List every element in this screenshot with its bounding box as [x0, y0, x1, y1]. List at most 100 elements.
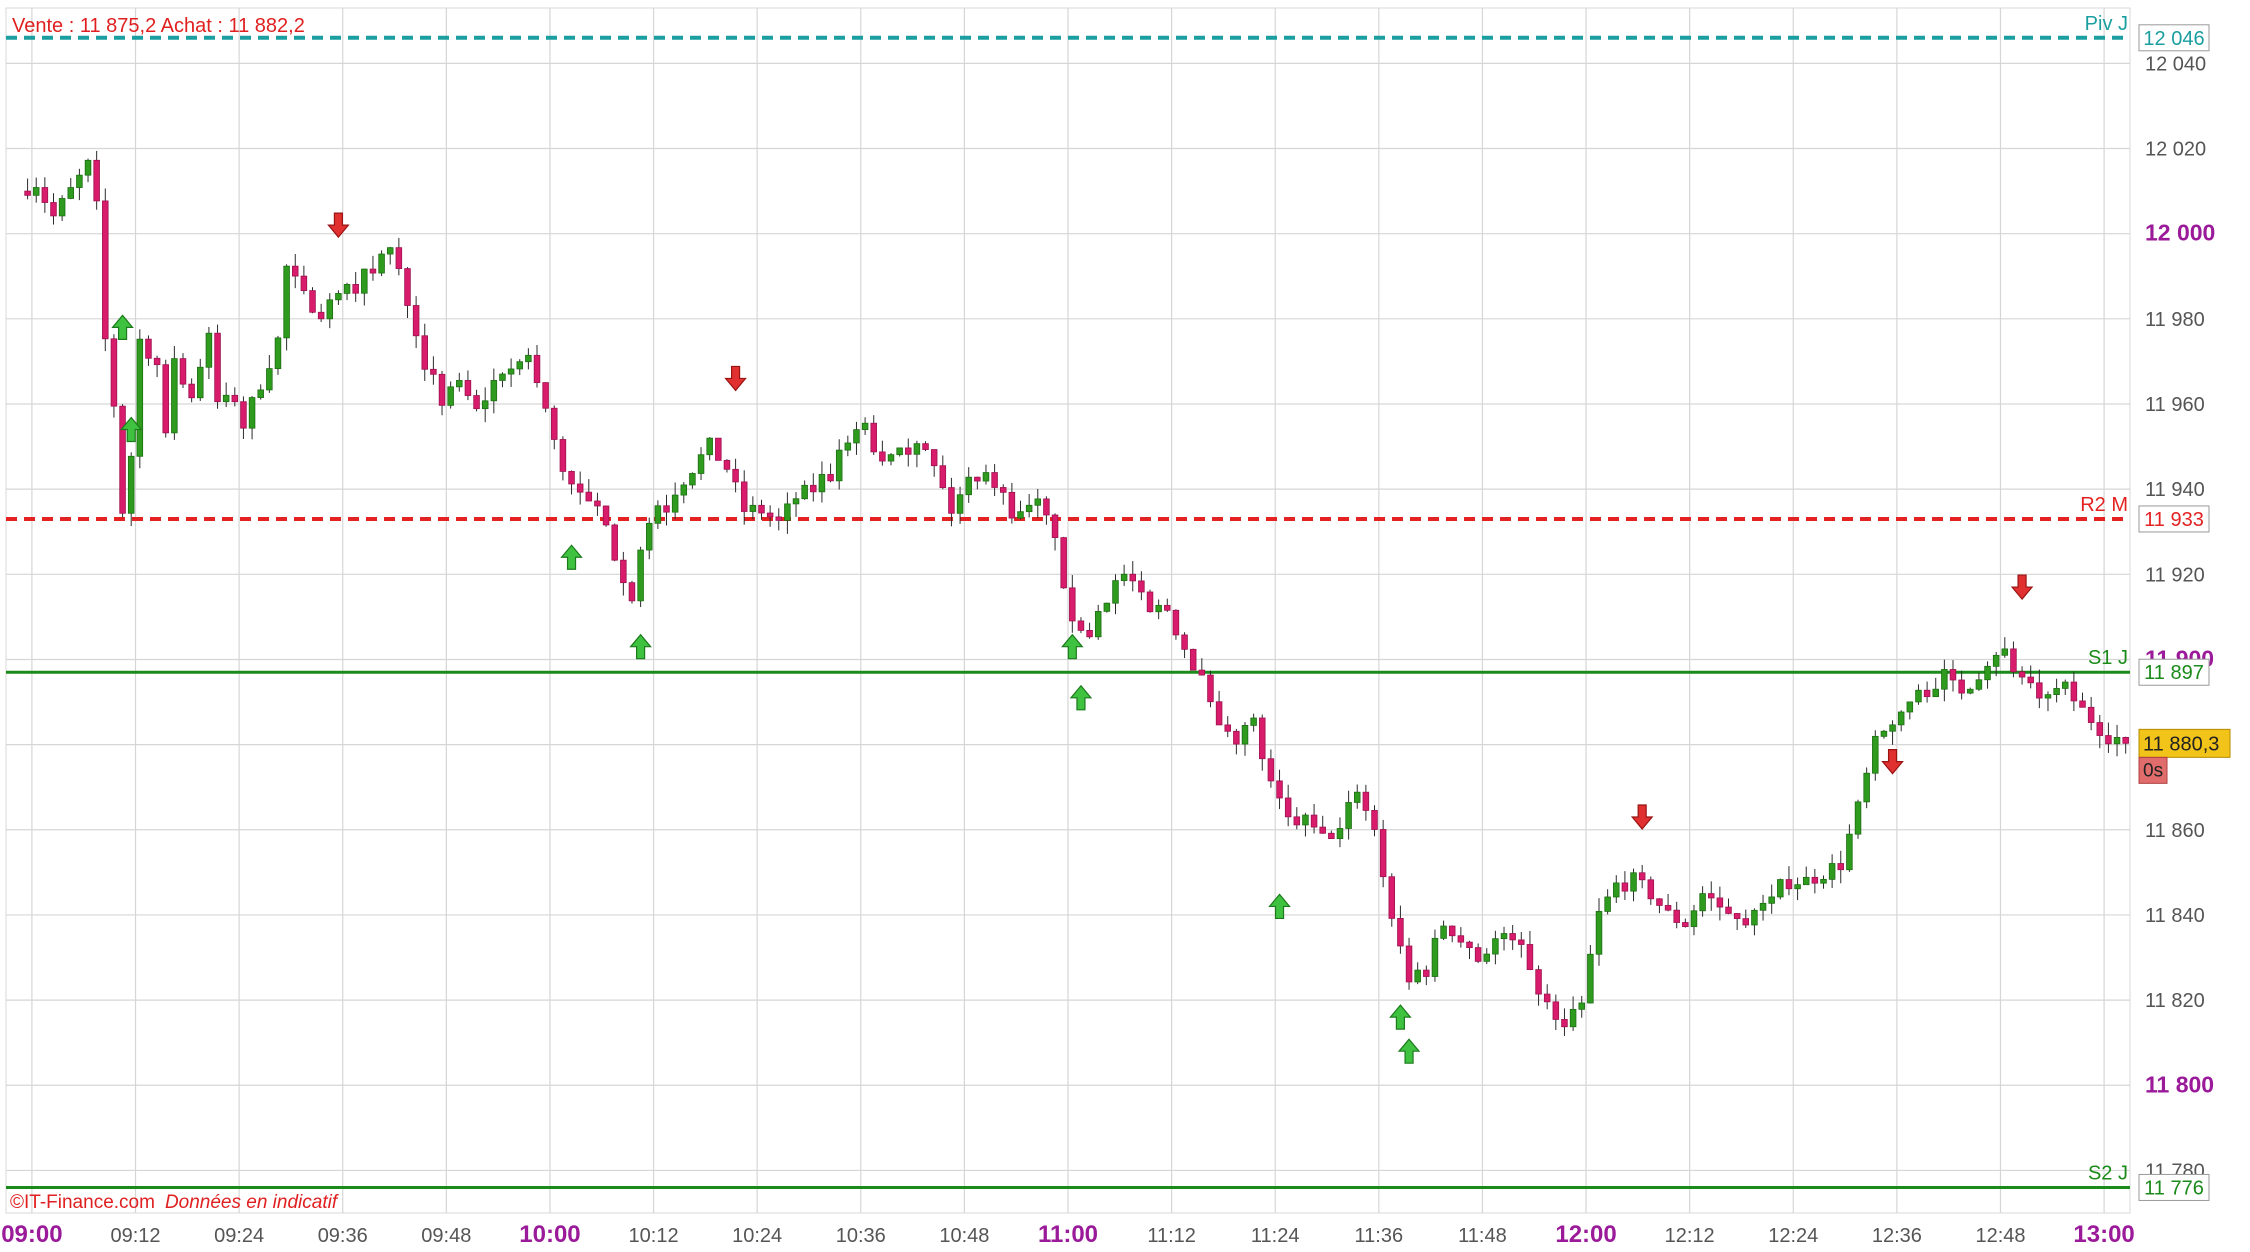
candle [2113, 737, 2121, 745]
signal-arrow-down [1630, 804, 1654, 830]
candle [1164, 604, 1171, 611]
candle [1716, 897, 1724, 908]
candle [41, 187, 49, 203]
candle [1811, 876, 1819, 884]
candle [1293, 816, 1301, 826]
candle [1992, 654, 2000, 667]
candle [1552, 1001, 1560, 1020]
candle [637, 549, 644, 602]
candle [706, 437, 713, 456]
price-tags: 12 046 11 933 11 897 11 776 11 880,3 0s [2138, 24, 2231, 1201]
x-tick-label: 09:36 [318, 1225, 368, 1247]
candle [2122, 737, 2129, 744]
y-tick-label: 11 980 [2145, 309, 2205, 331]
candle [1466, 941, 1473, 949]
candle [1630, 872, 1637, 892]
candle [2079, 700, 2086, 708]
candle [1397, 917, 1404, 947]
x-tick-label: 11:24 [1251, 1225, 1300, 1247]
signal-arrow-up [1389, 1004, 1412, 1030]
candle [533, 354, 541, 383]
candle [1120, 573, 1128, 582]
candle [119, 405, 126, 514]
candle [2044, 694, 2052, 699]
level-label: R2 M [2080, 494, 2128, 516]
candle [671, 494, 679, 513]
candle [32, 187, 40, 196]
candle [1768, 896, 1775, 904]
y-tick-label: 11 940 [2145, 479, 2205, 501]
candle [948, 487, 955, 514]
candle [715, 437, 722, 461]
signal-arrow-down [724, 365, 747, 392]
candle [335, 293, 342, 301]
last-price-value: 11 880,3 [2143, 733, 2219, 755]
candle [430, 368, 437, 375]
x-tick-label: 09:48 [421, 1225, 471, 1247]
candle [1103, 602, 1111, 612]
level-label: Piv J [2085, 13, 2128, 35]
y-tick-label: 11 860 [2145, 820, 2205, 842]
timer-box [2138, 756, 2168, 784]
candle [136, 338, 144, 457]
candle [1388, 876, 1396, 919]
candle [1172, 609, 1180, 636]
candle [732, 468, 739, 483]
candle [1967, 688, 1974, 694]
y-tick-label: 12 000 [2145, 220, 2215, 246]
level-value-box [2138, 505, 2210, 533]
candle [1423, 969, 1430, 977]
candle [628, 582, 636, 602]
candle [473, 395, 480, 410]
level-value-box [2138, 24, 2210, 52]
candle [1699, 893, 1706, 912]
timer-value: 0s [2143, 760, 2163, 781]
candle [1613, 882, 1620, 898]
candle [274, 337, 282, 369]
candle [1897, 711, 1905, 726]
signal-arrow-down [1881, 749, 1904, 775]
candle [395, 247, 403, 269]
candle [766, 512, 774, 518]
candle [1638, 872, 1646, 881]
candle [1802, 876, 1810, 886]
candle [2053, 688, 2060, 696]
candle [1664, 905, 1672, 911]
candle [1587, 953, 1594, 1004]
x-tick-label: 11:00 [1038, 1221, 1098, 1248]
copyright: ©IT-Finance.com [10, 1192, 155, 1213]
level-label: S2 J [2088, 1162, 2128, 1184]
candle [1595, 911, 1603, 955]
signal-arrow-up [111, 314, 134, 340]
grid [6, 8, 2130, 1213]
candle [1138, 580, 1145, 593]
candle [2001, 648, 2009, 656]
candle [404, 268, 411, 306]
candle [1975, 679, 1983, 690]
candle [317, 311, 325, 320]
candle [1233, 730, 1240, 745]
x-axis: 09:00 09:12 09:24 09:36 09:48 10:00 10:12 10:24… [1, 1221, 2135, 1248]
candle [585, 491, 593, 502]
candle [1189, 648, 1197, 671]
candle [1457, 935, 1465, 943]
level-label: S1 J [2088, 647, 2128, 669]
candle [1094, 610, 1102, 638]
candle [697, 454, 705, 474]
candle [1958, 679, 1965, 694]
candle [1578, 1002, 1585, 1010]
candle [1259, 717, 1266, 760]
signal-arrow-up [1268, 893, 1291, 920]
candle [1707, 893, 1715, 899]
candle [162, 364, 169, 434]
candle [1526, 944, 1534, 971]
candle [283, 265, 290, 339]
signal-arrow-up [1397, 1038, 1421, 1064]
signal-arrow-up [1061, 633, 1084, 660]
candle [1353, 791, 1361, 803]
candle [999, 487, 1007, 493]
candle [1405, 945, 1413, 983]
candle [1224, 724, 1231, 732]
candle [222, 394, 230, 403]
